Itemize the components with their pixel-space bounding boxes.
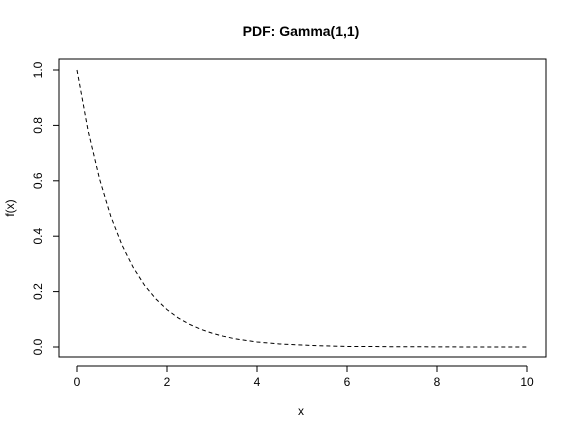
x-tick-label: 8 [434, 375, 441, 389]
y-axis-label: f(x) [3, 199, 17, 216]
y-axis: 0.0 0.2 0.4 0.6 0.8 1.0 [31, 61, 60, 355]
x-axis-label: x [298, 404, 304, 418]
x-axis: 0 2 4 6 8 10 [74, 365, 534, 389]
y-tick-label: 1.0 [31, 61, 45, 78]
y-tick-label: 0.2 [31, 283, 45, 300]
x-tick-label: 2 [164, 375, 171, 389]
chart-title: PDF: Gamma(1,1) [243, 23, 360, 39]
y-tick-label: 0.8 [31, 117, 45, 134]
x-tick-label: 6 [344, 375, 351, 389]
series-line [76, 69, 528, 348]
y-tick-label: 0.6 [31, 172, 45, 189]
x-tick-label: 0 [74, 375, 81, 389]
x-tick-label: 4 [254, 375, 261, 389]
y-tick-label: 0.0 [31, 338, 45, 355]
x-tick-label: 10 [520, 375, 534, 389]
y-tick-label: 0.4 [31, 228, 45, 245]
plot-frame [58, 58, 547, 358]
